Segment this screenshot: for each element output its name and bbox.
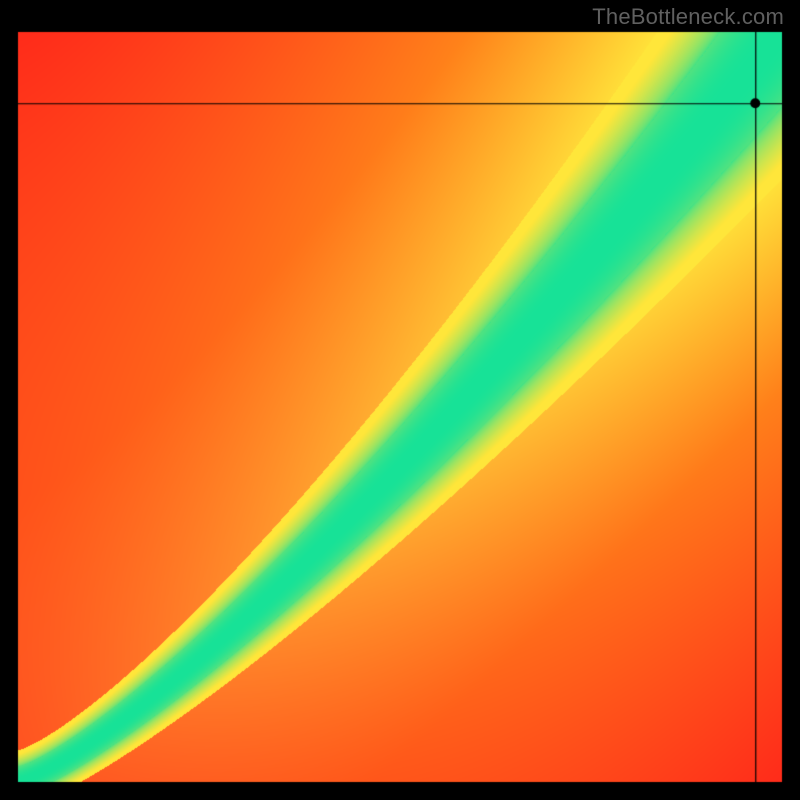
- watermark-text: TheBottleneck.com: [592, 4, 784, 30]
- bottleneck-heatmap: [0, 0, 800, 800]
- chart-container: { "watermark": { "text": "TheBottleneck.…: [0, 0, 800, 800]
